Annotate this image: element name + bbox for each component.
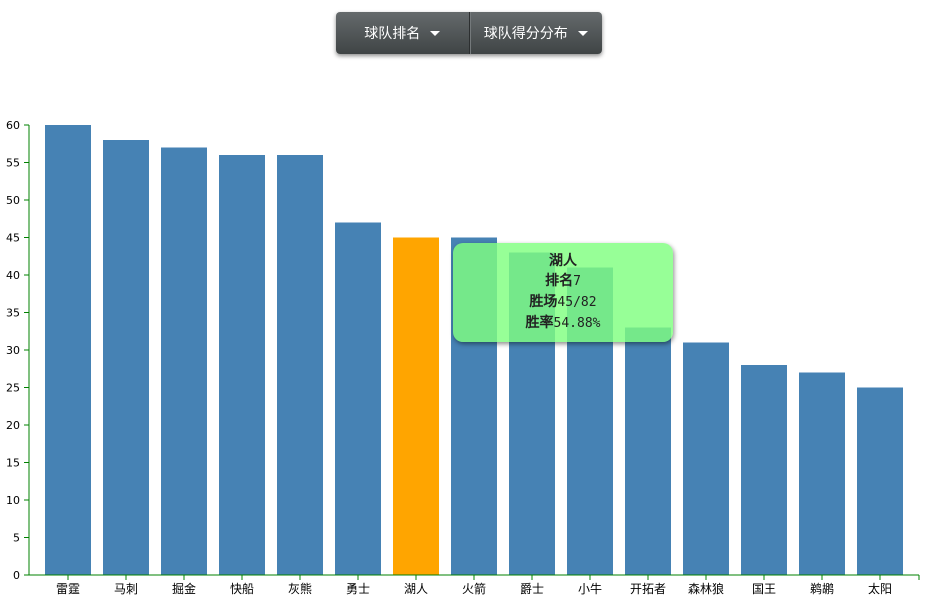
tooltip-rate-value: 54.88%: [553, 316, 601, 331]
tooltip-wins-row: 胜场45/82: [529, 292, 596, 313]
toolbar: 球队排名 球队得分分布: [336, 12, 602, 54]
x-tick-label-9: 小牛: [578, 581, 602, 596]
caret-down-icon: [577, 30, 588, 36]
team-ranking-label: 球队排名: [364, 26, 421, 42]
bar-3[interactable]: [219, 155, 265, 575]
bar-6[interactable]: [393, 237, 439, 576]
y-tick-label-9: 45: [6, 232, 20, 245]
team-score-distribution-dropdown-button[interactable]: 球队得分分布: [468, 12, 603, 54]
y-tick-label-8: 40: [6, 269, 20, 282]
y-tick-label-7: 35: [6, 307, 20, 320]
x-tick-label-3: 快船: [230, 582, 254, 596]
bar-0[interactable]: [45, 125, 91, 575]
bar-11[interactable]: [683, 342, 729, 576]
x-tick-label-1: 马刺: [114, 582, 138, 596]
bar-tooltip: 湖人 排名7 胜场45/82 胜率54.88%: [453, 243, 673, 342]
tooltip-rank-label: 排名: [545, 273, 574, 289]
tooltip-rank-row: 排名7: [545, 271, 581, 292]
y-tick-label-12: 60: [6, 119, 20, 132]
tooltip-wins-label: 胜场: [529, 294, 558, 310]
bar-4[interactable]: [277, 155, 323, 575]
tooltip-rate-label: 胜率: [525, 315, 554, 331]
y-tick-label-11: 55: [6, 157, 20, 170]
x-tick-label-13: 鹈鹕: [810, 581, 834, 596]
x-tick-label-4: 灰熊: [288, 581, 312, 596]
tooltip-wins-value: 45/82: [557, 295, 597, 310]
x-tick-label-2: 掘金: [172, 581, 196, 596]
y-tick-label-10: 50: [6, 194, 20, 207]
y-tick-label-4: 20: [6, 419, 20, 432]
bar-2[interactable]: [161, 147, 207, 576]
y-tick-label-2: 10: [6, 494, 20, 507]
bar-14[interactable]: [857, 387, 903, 576]
tooltip-title: 湖人: [549, 253, 577, 269]
x-tick-label-11: 森林狼: [688, 581, 724, 596]
team-ranking-dropdown-button[interactable]: 球队排名: [336, 12, 469, 54]
x-tick-label-10: 开拓者: [630, 582, 666, 596]
x-tick-label-6: 湖人: [404, 581, 428, 596]
bar-1[interactable]: [103, 140, 149, 575]
x-tick-label-12: 国王: [752, 582, 776, 596]
x-tick-label-8: 爵士: [520, 582, 544, 596]
bar-13[interactable]: [799, 372, 845, 576]
x-tick-label-7: 火箭: [462, 581, 486, 596]
team-score-distribution-label: 球队得分分布: [483, 26, 568, 42]
bar-5[interactable]: [335, 222, 381, 576]
x-tick-label-14: 太阳: [868, 581, 892, 596]
bar-12[interactable]: [741, 365, 787, 575]
y-tick-label-6: 30: [6, 344, 20, 357]
y-tick-label-1: 5: [13, 532, 20, 545]
tooltip-rate-row: 胜率54.88%: [526, 313, 601, 334]
bar-10[interactable]: [625, 327, 671, 576]
x-tick-label-5: 勇士: [346, 582, 370, 596]
caret-down-icon: [430, 30, 441, 36]
y-tick-label-3: 15: [6, 457, 20, 470]
y-tick-label-5: 25: [6, 382, 20, 395]
y-tick-label-0: 0: [13, 569, 20, 582]
tooltip-rank-value: 7: [573, 274, 581, 289]
x-tick-label-0: 雷霆: [56, 582, 80, 596]
